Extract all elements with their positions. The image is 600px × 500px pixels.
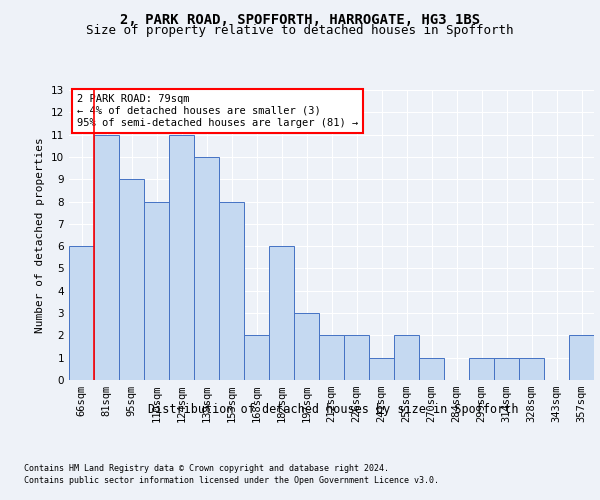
Bar [219, 202, 244, 380]
Text: Contains HM Land Registry data © Crown copyright and database right 2024.: Contains HM Land Registry data © Crown c… [24, 464, 389, 473]
Bar [269, 246, 294, 380]
Bar [94, 134, 119, 380]
Bar [569, 336, 594, 380]
Bar [494, 358, 519, 380]
Text: Contains public sector information licensed under the Open Government Licence v3: Contains public sector information licen… [24, 476, 439, 485]
Bar [369, 358, 394, 380]
Bar [469, 358, 494, 380]
Bar [319, 336, 344, 380]
Bar [194, 157, 219, 380]
Bar [519, 358, 544, 380]
Bar [394, 336, 419, 380]
Y-axis label: Number of detached properties: Number of detached properties [35, 137, 46, 333]
Text: 2 PARK ROAD: 79sqm
← 4% of detached houses are smaller (3)
95% of semi-detached : 2 PARK ROAD: 79sqm ← 4% of detached hous… [77, 94, 358, 128]
Bar [294, 313, 319, 380]
Text: Distribution of detached houses by size in Spofforth: Distribution of detached houses by size … [148, 402, 518, 415]
Bar [69, 246, 94, 380]
Text: 2, PARK ROAD, SPOFFORTH, HARROGATE, HG3 1BS: 2, PARK ROAD, SPOFFORTH, HARROGATE, HG3 … [120, 12, 480, 26]
Bar [144, 202, 169, 380]
Bar [344, 336, 369, 380]
Text: Size of property relative to detached houses in Spofforth: Size of property relative to detached ho… [86, 24, 514, 37]
Bar [244, 336, 269, 380]
Bar [169, 134, 194, 380]
Bar [419, 358, 444, 380]
Bar [119, 179, 144, 380]
